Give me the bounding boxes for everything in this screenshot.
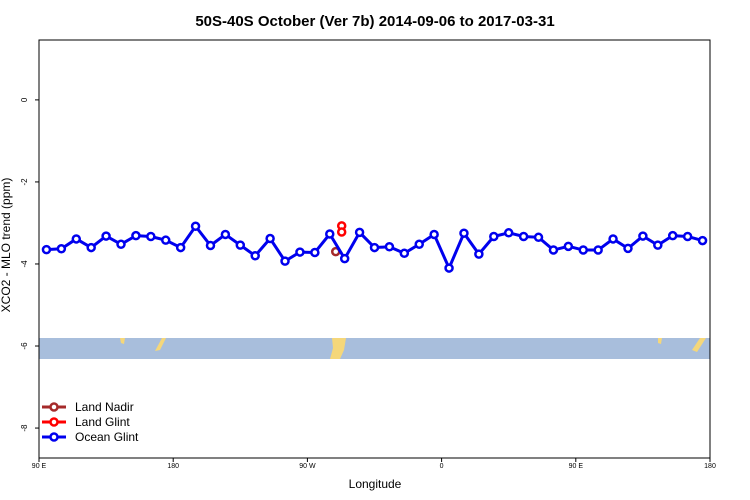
point bbox=[667, 230, 678, 241]
point bbox=[563, 241, 574, 252]
point bbox=[638, 231, 648, 241]
point bbox=[146, 231, 156, 242]
point bbox=[86, 242, 96, 253]
point bbox=[548, 245, 559, 255]
point bbox=[489, 231, 499, 242]
point bbox=[354, 227, 365, 238]
y-tick-label: -6 bbox=[20, 342, 29, 350]
legend-marker bbox=[49, 417, 59, 427]
point bbox=[369, 242, 380, 253]
x-axis-label: Longitude bbox=[349, 477, 402, 491]
point bbox=[175, 242, 186, 253]
legend-label: Ocean Glint bbox=[75, 430, 139, 444]
point bbox=[310, 247, 320, 258]
point bbox=[336, 227, 347, 237]
point bbox=[71, 234, 82, 244]
point bbox=[101, 231, 111, 241]
point bbox=[56, 244, 67, 254]
point bbox=[235, 240, 246, 250]
point bbox=[623, 243, 633, 254]
plot-frame bbox=[38, 39, 711, 459]
x-tick-label: 180 bbox=[167, 463, 179, 470]
point bbox=[265, 233, 275, 244]
point bbox=[250, 251, 260, 261]
legend-label: Land Nadir bbox=[75, 400, 134, 414]
point bbox=[160, 235, 171, 245]
point bbox=[280, 256, 290, 266]
legend-label: Land Glint bbox=[75, 415, 130, 429]
y-tick-label: 0 bbox=[20, 97, 29, 102]
point bbox=[533, 232, 544, 243]
x-tick-label: 90 E bbox=[32, 463, 47, 470]
x-tick-label: 180 bbox=[704, 463, 716, 470]
y-axis-label: XCO2 - MLO trend (ppm) bbox=[0, 178, 13, 313]
y-tick-label: -2 bbox=[20, 178, 29, 186]
point bbox=[205, 240, 216, 251]
point bbox=[608, 234, 618, 244]
point bbox=[593, 245, 603, 255]
chart-title: 50S-40S October (Ver 7b) 2014-09-06 to 2… bbox=[195, 13, 554, 30]
y-tick-label: -8 bbox=[20, 424, 29, 432]
legend-marker bbox=[49, 432, 59, 442]
point bbox=[459, 228, 469, 238]
point bbox=[220, 229, 231, 240]
point bbox=[41, 244, 52, 255]
point bbox=[384, 241, 395, 252]
point bbox=[190, 221, 201, 231]
x-tick-label: 90 W bbox=[299, 463, 316, 470]
x-tick-label: 0 bbox=[440, 463, 444, 470]
point bbox=[578, 245, 589, 255]
point bbox=[131, 230, 141, 241]
point bbox=[518, 231, 529, 242]
point bbox=[325, 229, 335, 239]
point bbox=[429, 229, 439, 240]
point bbox=[503, 228, 514, 238]
map-strip bbox=[39, 338, 710, 359]
point bbox=[399, 248, 410, 259]
x-tick-label: 90 E bbox=[569, 463, 584, 470]
point bbox=[295, 247, 305, 257]
point bbox=[474, 249, 484, 259]
point bbox=[444, 263, 454, 273]
point bbox=[697, 235, 708, 246]
point bbox=[653, 240, 663, 250]
point bbox=[116, 239, 126, 250]
point bbox=[414, 239, 424, 250]
legend-marker bbox=[49, 402, 59, 412]
point bbox=[682, 231, 693, 242]
y-tick-label: -4 bbox=[20, 260, 29, 268]
point bbox=[339, 253, 350, 264]
